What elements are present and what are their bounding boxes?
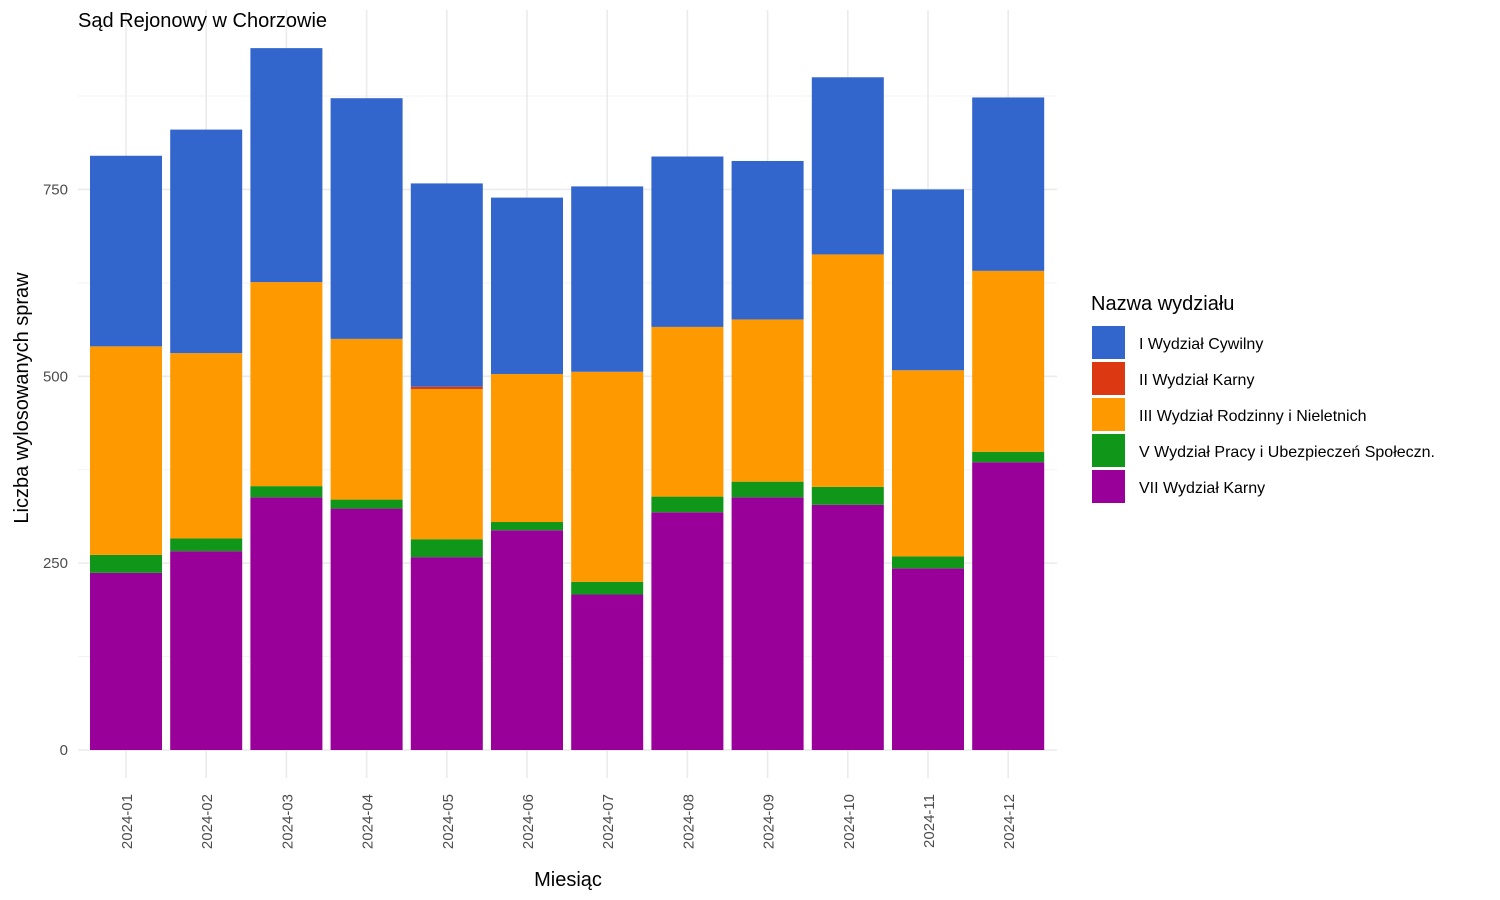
x-tick-label: 2024-11 [921, 794, 938, 848]
bar-segment [330, 499, 403, 509]
legend-label: V Wydział Pracy i Ubezpieczeń Społeczn. [1139, 444, 1435, 461]
legend: Nazwa wydziału I Wydział Cywilny II Wydzi… [1091, 293, 1435, 503]
bar-segment [491, 530, 563, 750]
bar-segment [491, 522, 563, 531]
bar-segment [170, 538, 243, 552]
bar-segment [811, 77, 884, 255]
bar-segment [250, 48, 323, 283]
bar-segment [170, 353, 243, 539]
bar-segment [731, 160, 804, 320]
y-tick-label: 750 [43, 181, 68, 198]
bar-segment [972, 462, 1045, 750]
x-axis-title: Miesiąc [534, 869, 602, 891]
x-tick-label: 2024-10 [841, 794, 858, 849]
legend-title: Nazwa wydziału [1091, 293, 1234, 315]
x-tick-label: 2024-01 [119, 794, 136, 849]
chart-title: Sąd Rejonowy w Chorzowie [78, 10, 327, 32]
bar-segment [90, 155, 162, 347]
bar-segment [250, 486, 323, 498]
bar-segment [410, 557, 483, 750]
bar-segment [410, 539, 483, 558]
bar-segment [330, 98, 403, 339]
y-tick-label: 500 [43, 368, 68, 385]
legend-label: III Wydział Rodzinny i Nieletnich [1139, 408, 1367, 425]
bar-segment [491, 197, 563, 375]
bar-segment [170, 551, 243, 750]
bar-segment [651, 512, 724, 750]
bar-segment [410, 386, 483, 389]
bar-segment [90, 346, 162, 555]
bar-segment [651, 496, 724, 513]
bar-segment [892, 556, 964, 569]
bar-segment [972, 270, 1045, 452]
bar-segment [651, 326, 724, 497]
bar-segment [90, 554, 162, 573]
legend-label: I Wydział Cywilny [1139, 336, 1263, 353]
x-tick-label: 2024-12 [1001, 794, 1018, 849]
bar-segment [892, 568, 964, 750]
bar-segment [571, 594, 644, 750]
legend-swatch [1092, 470, 1125, 503]
bar-segment [972, 97, 1045, 271]
bar-segment [892, 370, 964, 557]
bar-segment [731, 497, 804, 750]
y-tick-label: 250 [43, 555, 68, 572]
bar-segment [491, 374, 563, 523]
bars [90, 48, 1045, 750]
bar-segment [571, 371, 644, 582]
bar-segment [330, 508, 403, 750]
y-tick-label: 0 [60, 742, 68, 759]
y-axis-title: Liczba wylosowanych spraw [11, 272, 33, 524]
x-tick-label: 2024-02 [199, 794, 216, 849]
bar-segment [651, 156, 724, 327]
bar-segment [892, 189, 964, 371]
bar-segment [170, 129, 243, 354]
bar-segment [811, 254, 884, 487]
bar-segment [571, 186, 644, 372]
bar-segment [250, 497, 323, 750]
bar-segment [90, 572, 162, 750]
legend-swatch [1092, 434, 1125, 467]
y-axis: 0 250 500 750 [43, 181, 68, 759]
x-tick-label: 2024-03 [279, 794, 296, 849]
bar-segment [571, 581, 644, 595]
legend-swatch [1092, 362, 1125, 395]
legend-swatch [1092, 398, 1125, 431]
bar-segment [410, 388, 483, 540]
bar-segment [811, 504, 884, 750]
bar-segment [731, 481, 804, 498]
bar-segment [330, 338, 403, 500]
x-tick-label: 2024-07 [600, 794, 617, 849]
bar-segment [811, 486, 884, 505]
legend-label: II Wydział Karny [1139, 372, 1254, 389]
bar-segment [731, 319, 804, 482]
x-axis: 2024-01 2024-02 2024-03 2024-04 2024-05 2024-… [119, 794, 1018, 849]
legend-swatch [1092, 326, 1125, 359]
x-tick-label: 2024-06 [520, 794, 537, 849]
x-tick-label: 2024-09 [761, 794, 778, 849]
bar-segment [972, 451, 1045, 463]
x-tick-label: 2024-08 [680, 794, 697, 849]
bar-segment [410, 183, 483, 387]
x-tick-label: 2024-04 [360, 794, 377, 849]
bar-segment [250, 282, 323, 487]
legend-label: VII Wydział Karny [1139, 480, 1265, 497]
x-tick-label: 2024-05 [440, 794, 457, 849]
